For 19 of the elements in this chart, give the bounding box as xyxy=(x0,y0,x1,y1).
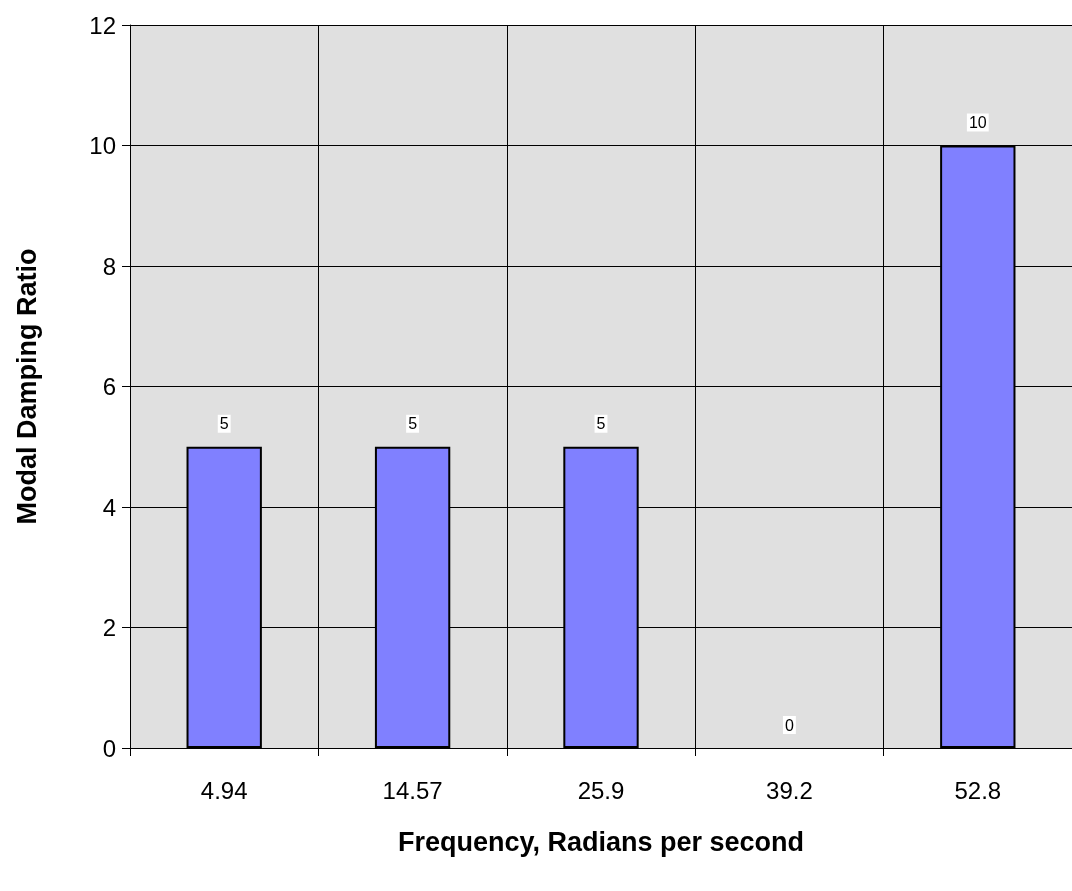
y-tick-label: 12 xyxy=(89,11,116,39)
data-label: 5 xyxy=(219,415,229,433)
data-label: 5 xyxy=(596,415,606,433)
x-tick-label: 25.9 xyxy=(577,776,625,804)
x-tick-label: 39.2 xyxy=(766,776,813,804)
x-axis-title: Frequency, Radians per second xyxy=(397,826,805,857)
x-tick-label: 14.57 xyxy=(382,776,443,804)
y-tick-label: 6 xyxy=(102,373,116,400)
y-tick-label: 8 xyxy=(102,252,116,280)
data-label: 5 xyxy=(408,415,418,433)
y-axis-title: Modal Damping Ratio xyxy=(11,248,42,525)
data-label: 10 xyxy=(968,114,987,131)
y-tick-label: 2 xyxy=(102,614,116,641)
x-tick-label: 4.94 xyxy=(200,776,248,804)
data-label: 0 xyxy=(784,716,794,734)
x-tick-label: 52.8 xyxy=(954,776,1002,804)
y-tick-label: 0 xyxy=(102,734,116,762)
y-tick-label: 4 xyxy=(102,493,116,521)
y-tick-label: 10 xyxy=(89,132,116,159)
